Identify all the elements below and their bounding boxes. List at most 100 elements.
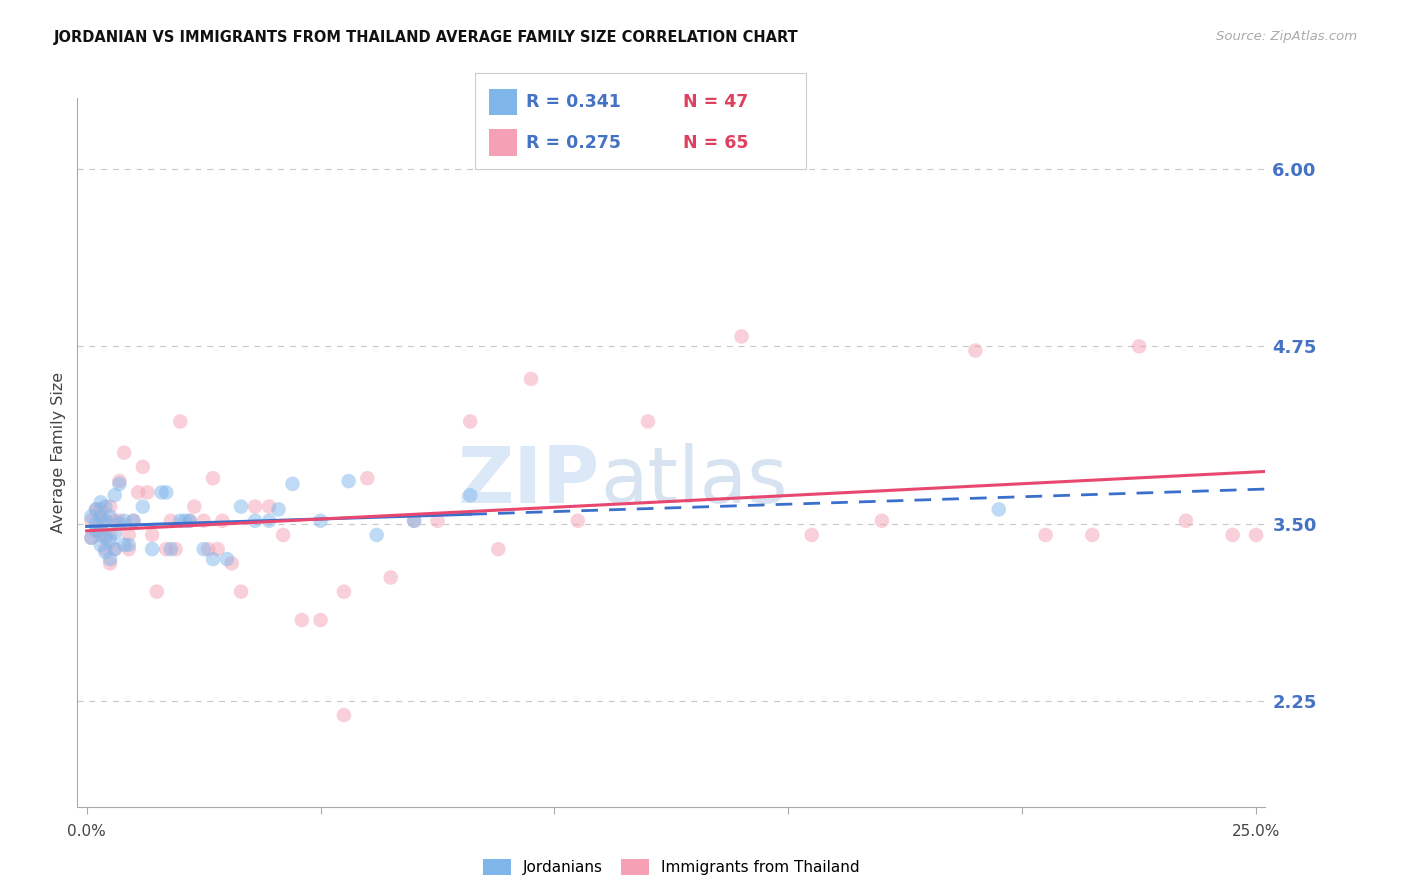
Point — [94, 545, 117, 559]
Text: R = 0.341: R = 0.341 — [526, 93, 620, 111]
Y-axis label: Average Family Size: Average Family Size — [51, 372, 66, 533]
Point — [366, 528, 388, 542]
Text: Source: ZipAtlas.com: Source: ZipAtlas.com — [1216, 30, 1357, 44]
Point — [98, 509, 121, 524]
Point — [193, 542, 215, 557]
Point — [108, 516, 131, 531]
Point — [118, 542, 141, 557]
Point — [267, 502, 290, 516]
Point — [1174, 514, 1197, 528]
Point — [108, 474, 131, 488]
Point — [112, 514, 135, 528]
Point — [426, 514, 449, 528]
Point — [337, 474, 360, 488]
Point — [404, 514, 426, 528]
Point — [333, 708, 356, 723]
Point — [80, 531, 103, 545]
Point — [1081, 528, 1104, 542]
Point — [197, 542, 219, 557]
Point — [118, 538, 141, 552]
Point — [201, 552, 224, 566]
Point — [458, 488, 481, 502]
Point — [174, 514, 197, 528]
Point — [243, 500, 266, 514]
Point — [229, 500, 252, 514]
Point — [1128, 339, 1150, 353]
Point — [84, 502, 107, 516]
Point — [94, 528, 117, 542]
Point — [122, 514, 145, 528]
Point — [309, 514, 332, 528]
Text: N = 65: N = 65 — [683, 134, 749, 152]
Point — [201, 471, 224, 485]
Point — [84, 516, 107, 531]
Point — [356, 471, 378, 485]
Point — [90, 514, 112, 528]
Point — [155, 485, 177, 500]
Point — [243, 514, 266, 528]
Point — [281, 476, 304, 491]
Point — [94, 531, 117, 545]
Point — [165, 542, 187, 557]
Point — [112, 538, 135, 552]
Point — [160, 542, 183, 557]
Text: atlas: atlas — [600, 443, 787, 519]
Point — [800, 528, 823, 542]
Point — [90, 502, 112, 516]
Point — [1035, 528, 1057, 542]
Point — [112, 446, 135, 460]
Point — [404, 514, 426, 528]
Point — [98, 528, 121, 542]
Point — [221, 557, 243, 571]
Point — [333, 584, 356, 599]
Point — [94, 514, 117, 528]
Point — [104, 514, 127, 528]
Point — [193, 514, 215, 528]
Point — [104, 542, 127, 557]
Point — [108, 514, 131, 528]
Point — [90, 524, 112, 538]
Point — [987, 502, 1010, 516]
Point — [104, 542, 127, 557]
Text: 0.0%: 0.0% — [67, 824, 105, 839]
Point — [94, 542, 117, 557]
Text: N = 47: N = 47 — [683, 93, 748, 111]
Point — [169, 415, 191, 429]
Point — [215, 552, 238, 566]
Point — [965, 343, 987, 358]
Point — [104, 488, 127, 502]
Point — [520, 372, 543, 386]
Point — [90, 509, 112, 524]
Point — [108, 476, 131, 491]
Point — [160, 514, 183, 528]
Point — [291, 613, 314, 627]
Point — [90, 538, 112, 552]
Point — [146, 584, 169, 599]
Point — [141, 528, 163, 542]
Point — [84, 524, 107, 538]
Point — [104, 526, 127, 541]
Point — [84, 502, 107, 516]
Point — [870, 514, 893, 528]
Point — [309, 613, 332, 627]
Point — [132, 500, 155, 514]
Point — [94, 514, 117, 528]
Point — [179, 514, 201, 528]
Point — [90, 495, 112, 509]
Point — [207, 542, 229, 557]
Text: JORDANIAN VS IMMIGRANTS FROM THAILAND AVERAGE FAMILY SIZE CORRELATION CHART: JORDANIAN VS IMMIGRANTS FROM THAILAND AV… — [53, 30, 799, 45]
Text: R = 0.275: R = 0.275 — [526, 134, 621, 152]
Point — [380, 570, 402, 584]
Point — [458, 415, 481, 429]
Point — [132, 459, 155, 474]
Point — [183, 500, 205, 514]
Point — [637, 415, 659, 429]
Point — [118, 528, 141, 542]
Point — [257, 500, 280, 514]
Point — [179, 514, 201, 528]
Legend: Jordanians, Immigrants from Thailand: Jordanians, Immigrants from Thailand — [477, 853, 866, 881]
Point — [229, 584, 252, 599]
Point — [1244, 528, 1267, 542]
Point — [122, 514, 145, 528]
Point — [257, 514, 280, 528]
